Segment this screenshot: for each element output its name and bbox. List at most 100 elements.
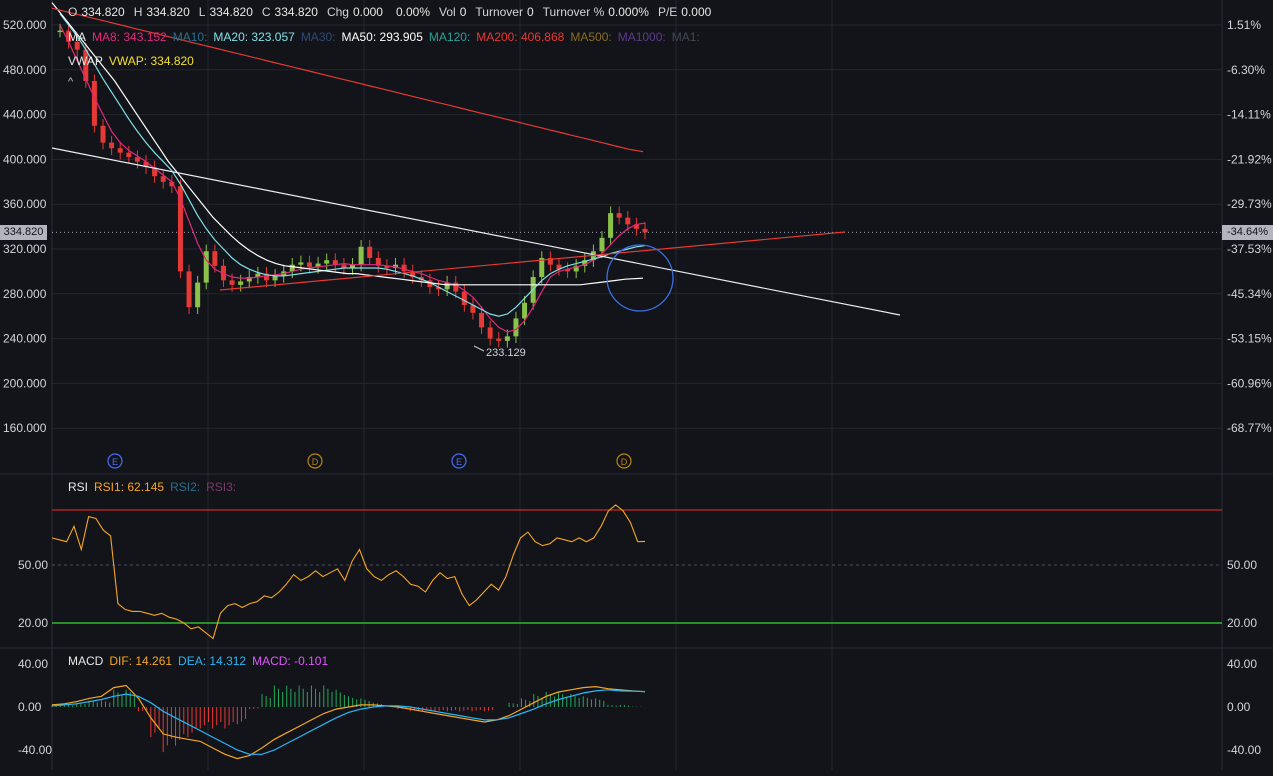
rsi-tick-label: 20.00	[1227, 616, 1257, 630]
legend-item[interactable]: RSI1: 62.145	[94, 480, 165, 494]
collapse-legend-icon[interactable]: ^	[68, 76, 74, 88]
candle-body	[358, 246, 364, 265]
candle-body	[504, 336, 510, 341]
legend-item[interactable]: RSI3:	[206, 480, 237, 494]
candle-body	[444, 282, 450, 290]
candle-body	[255, 273, 261, 277]
candle-body	[91, 81, 97, 126]
candle-body	[229, 280, 235, 285]
ohlc-value: 334.820	[209, 5, 253, 19]
candle-body	[470, 305, 476, 313]
candle-body	[109, 142, 115, 149]
legend-item[interactable]: MA20: 323.057	[213, 30, 295, 44]
legend-item[interactable]: DEA: 14.312	[178, 654, 247, 668]
ohlc-field: Turnover	[475, 5, 523, 19]
candle-body	[633, 224, 639, 229]
candle-body	[212, 251, 218, 266]
candle-body	[375, 257, 381, 266]
candle-body	[100, 125, 106, 143]
macd-dea-line	[51, 689, 646, 755]
candle-body	[350, 264, 355, 269]
candle-body	[496, 338, 502, 341]
macd-tick-label: 0.00	[18, 700, 42, 714]
ma8-line	[59, 24, 646, 333]
price-tick-label: 160.000	[3, 421, 47, 435]
rsi-tick-label: 50.00	[1227, 558, 1257, 572]
candle-body	[436, 287, 442, 290]
candle-body	[384, 265, 390, 269]
candle-body	[186, 271, 192, 308]
candle-body	[134, 157, 140, 162]
candle-body	[332, 260, 338, 265]
rsi-tick-label: 50.00	[18, 558, 48, 572]
candle-body	[315, 263, 321, 267]
legend-item[interactable]: MA8: 343.152	[92, 30, 167, 44]
candle-body	[573, 265, 579, 272]
legend-item[interactable]: MA50: 293.905	[341, 30, 423, 44]
candle-body	[487, 327, 493, 339]
event-marker	[451, 453, 467, 469]
macd-legend[interactable]: MACD DIF: 14.261 DEA: 14.312 MACD: -0.101	[68, 654, 334, 668]
current-percent-tag: -34.64%	[1222, 225, 1273, 240]
candle-body	[298, 262, 304, 265]
percent-tick-label: -68.77%	[1227, 421, 1272, 435]
legend-item[interactable]: MACD: -0.101	[252, 654, 329, 668]
ohlc-value: 0.000%	[608, 5, 649, 19]
candle-body	[57, 30, 63, 33]
candle-body	[341, 264, 347, 269]
macd-tick-label: 40.00	[1227, 657, 1257, 671]
rsi-legend[interactable]: RSI RSI1: 62.145 RSI2: RSI3:	[68, 480, 242, 494]
candle-body	[608, 213, 614, 238]
price-tick-label: 200.000	[3, 376, 47, 390]
macd-tick-label: -40.00	[18, 743, 52, 757]
legend-item[interactable]: RSI2:	[170, 480, 201, 494]
circle-annotation	[606, 244, 674, 312]
candle-body	[582, 260, 588, 266]
candle-body	[160, 176, 166, 182]
candle-body	[513, 318, 519, 337]
event-marker	[307, 453, 323, 469]
legend-item[interactable]: MA30:	[300, 30, 336, 44]
percent-tick-label: -14.11%	[1227, 108, 1271, 122]
ohlc-value: 0.00%	[395, 5, 431, 19]
candle-body	[152, 167, 158, 177]
candle-body	[547, 257, 553, 265]
candle-body	[479, 312, 485, 328]
candle-body	[272, 275, 278, 281]
ohlc-field: Chg	[326, 5, 349, 19]
vwap-legend[interactable]: VWAP VWAP: 334.820	[68, 54, 200, 68]
legend-item[interactable]: MA500:	[570, 30, 612, 44]
price-tick-label: 480.000	[3, 63, 47, 77]
candle-body	[195, 282, 201, 308]
trendline	[51, 147, 901, 316]
ohlc-field: O	[68, 5, 78, 19]
percent-tick-label: -29.73%	[1227, 197, 1272, 211]
candle-body	[238, 281, 244, 285]
legend-item[interactable]: MA200: 406.868	[476, 30, 565, 44]
legend-item[interactable]: MA120:	[428, 30, 471, 44]
candle-body	[556, 264, 562, 270]
candle-body	[453, 282, 459, 292]
ma50-line	[51, 2, 644, 286]
macd-tick-label: 0.00	[1227, 700, 1251, 714]
legend-item[interactable]: MA10:	[172, 30, 208, 44]
legend-item[interactable]: VWAP: 334.820	[108, 54, 194, 68]
event-marker-label: E	[456, 457, 462, 467]
candle-body	[324, 260, 330, 264]
price-tick-label: 520.000	[3, 18, 47, 32]
legend-item[interactable]: MA1000:	[617, 30, 666, 44]
low-price-label: 233.129	[486, 347, 526, 359]
legend-title: RSI	[68, 480, 89, 494]
event-marker	[107, 453, 123, 469]
price-tick-label: 280.000	[3, 287, 47, 301]
candle-body	[203, 251, 209, 283]
legend-item[interactable]: DIF: 14.261	[109, 654, 173, 668]
ma-legend[interactable]: MA MA8: 343.152 MA10: MA20: 323.057 MA30: MA5…	[68, 30, 706, 44]
candle-body	[539, 257, 545, 277]
candle-body	[565, 269, 571, 272]
legend-item[interactable]: MA1:	[671, 30, 700, 44]
percent-tick-label: -60.96%	[1227, 376, 1272, 390]
ohlc-value: 334.820	[274, 5, 318, 19]
candle-body	[401, 264, 407, 272]
